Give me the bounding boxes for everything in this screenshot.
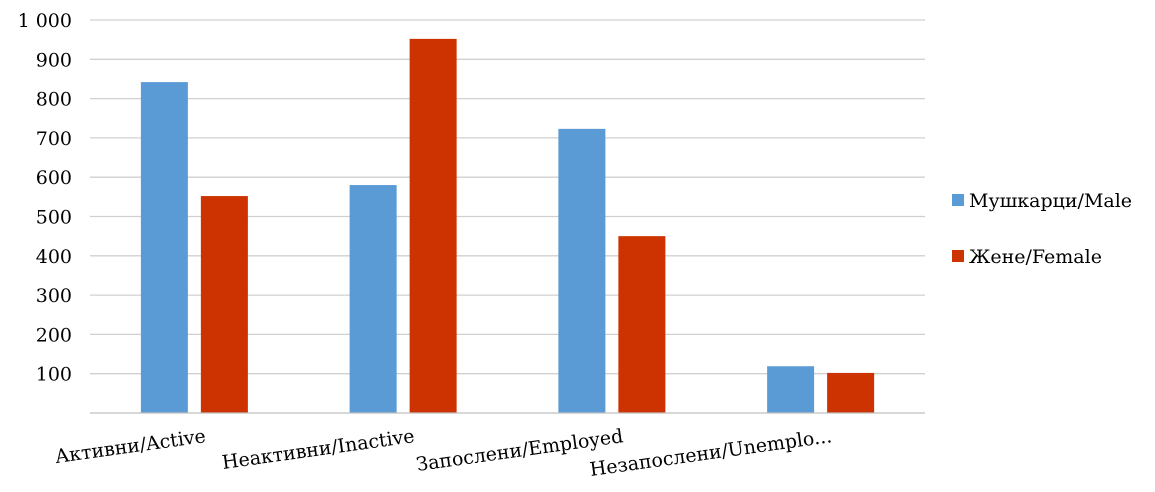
bar-female bbox=[618, 236, 666, 413]
y-axis-tick-labels: 100 200 300 400 500 600 700 800 900 1 000 bbox=[18, 10, 72, 386]
y-tick-label: 600 bbox=[36, 167, 72, 189]
y-tick-label: 900 bbox=[36, 49, 72, 71]
x-category-label: Неактивни/Inactive bbox=[221, 425, 416, 474]
x-category-label: Незапослени/Unemplo... bbox=[588, 425, 833, 481]
bars bbox=[140, 38, 875, 414]
x-axis-category-labels: Активни/Active Неактивни/Inactive Запослен… bbox=[54, 425, 834, 481]
y-tick-label: 300 bbox=[36, 285, 72, 307]
legend-label-female: Жене/Female bbox=[969, 246, 1102, 268]
x-category-label: Активни/Active bbox=[54, 425, 208, 468]
y-tick-label: 100 bbox=[36, 364, 72, 386]
bar-male bbox=[558, 128, 606, 413]
bar-male bbox=[140, 82, 188, 414]
legend-swatch-male bbox=[952, 194, 964, 206]
legend: Мушкарци/Male Жене/Female bbox=[952, 190, 1132, 268]
y-tick-label: 200 bbox=[36, 324, 72, 346]
y-tick-label: 500 bbox=[36, 207, 72, 229]
legend-swatch-female bbox=[952, 250, 964, 262]
bar-male bbox=[767, 366, 815, 413]
bar-male bbox=[349, 185, 397, 413]
bar-female bbox=[200, 196, 248, 413]
bar-female bbox=[827, 372, 875, 413]
y-tick-label: 700 bbox=[36, 128, 72, 150]
y-tick-label: 800 bbox=[36, 89, 72, 111]
legend-label-male: Мушкарци/Male bbox=[969, 190, 1132, 212]
y-tick-label: 1 000 bbox=[18, 10, 72, 32]
bar-female bbox=[409, 38, 457, 413]
y-tick-label: 400 bbox=[36, 246, 72, 268]
